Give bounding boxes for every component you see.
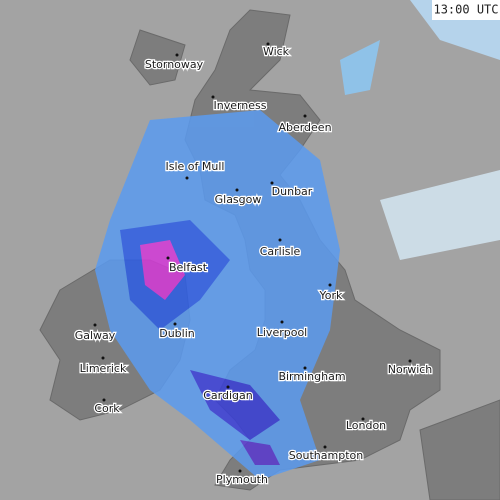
place-label: York	[319, 289, 344, 302]
place-label: Liverpool	[257, 326, 307, 339]
place-label: Southampton	[289, 449, 363, 462]
place-dot	[278, 238, 282, 242]
place-label: Cork	[94, 402, 120, 415]
place-dot	[101, 356, 105, 360]
place-label: Glasgow	[215, 193, 262, 206]
place-label: Aberdeen	[278, 121, 331, 134]
place-dot	[266, 42, 270, 46]
place-dot	[185, 176, 189, 180]
place-dot	[280, 320, 284, 324]
place-label: Dunbar	[272, 185, 313, 198]
place-dot	[303, 114, 307, 118]
place-dot	[361, 417, 365, 421]
place-label: Cardigan	[203, 389, 253, 402]
place-dot	[93, 323, 97, 327]
places: Wick Stornoway Inverness Aberdeen Isle o…	[73, 42, 434, 487]
timestamp: 13:00 UTC	[433, 3, 498, 17]
place-label: Plymouth	[216, 473, 268, 486]
place-label: Inverness	[213, 99, 266, 112]
place-label: Galway	[75, 329, 116, 342]
place-label: Norwich	[388, 363, 433, 376]
place-dot	[211, 95, 215, 99]
place-dot	[238, 469, 242, 473]
place-label: Isle of Mull	[166, 160, 225, 173]
place-dot	[226, 385, 230, 389]
place-label: Limerick	[80, 362, 127, 375]
place-dot	[235, 188, 239, 192]
place-dot	[408, 359, 412, 363]
place-label: Stornoway	[145, 58, 204, 71]
place-dot	[328, 283, 332, 287]
place-dot	[303, 366, 307, 370]
place-dot	[175, 53, 179, 57]
place-label: Dublin	[159, 327, 195, 340]
place-label: Wick	[263, 45, 290, 58]
timestamp-box	[432, 0, 500, 20]
place-label: Belfast	[169, 261, 208, 274]
place-dot	[166, 256, 170, 260]
place-label: Birmingham	[278, 370, 345, 383]
place-label: London	[346, 419, 386, 432]
place-dot	[323, 445, 327, 449]
place-dot	[270, 181, 274, 185]
place-dot	[173, 322, 177, 326]
place-label: Carlisle	[260, 245, 301, 258]
place-dot	[102, 398, 106, 402]
